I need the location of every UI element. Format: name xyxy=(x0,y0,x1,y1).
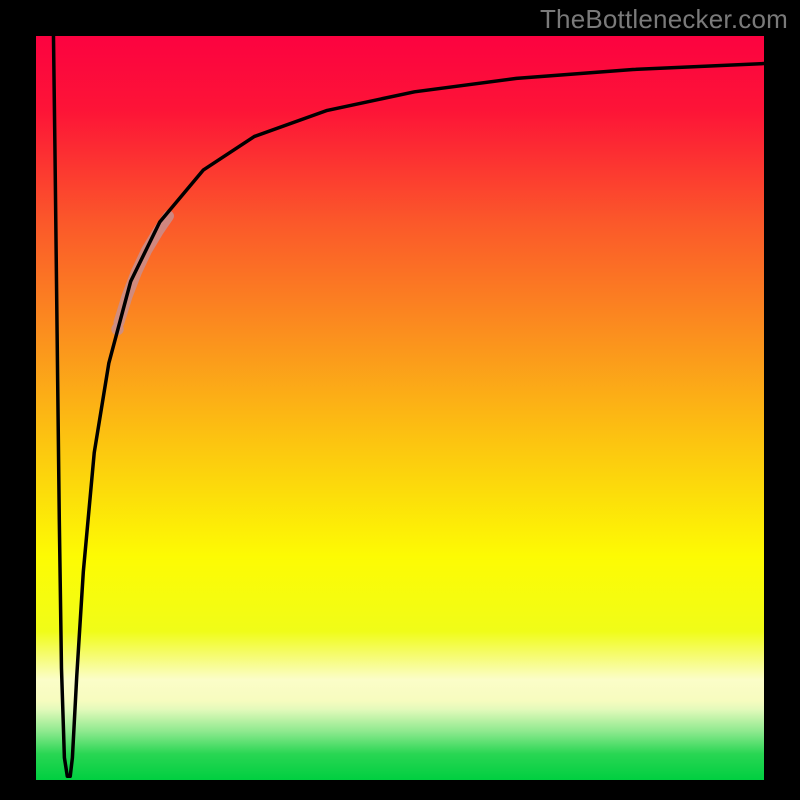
bottleneck-chart-svg xyxy=(0,0,800,800)
plot-area-rect xyxy=(36,36,764,780)
watermark-text: TheBottlenecker.com xyxy=(540,4,788,35)
chart-container: TheBottlenecker.com xyxy=(0,0,800,800)
